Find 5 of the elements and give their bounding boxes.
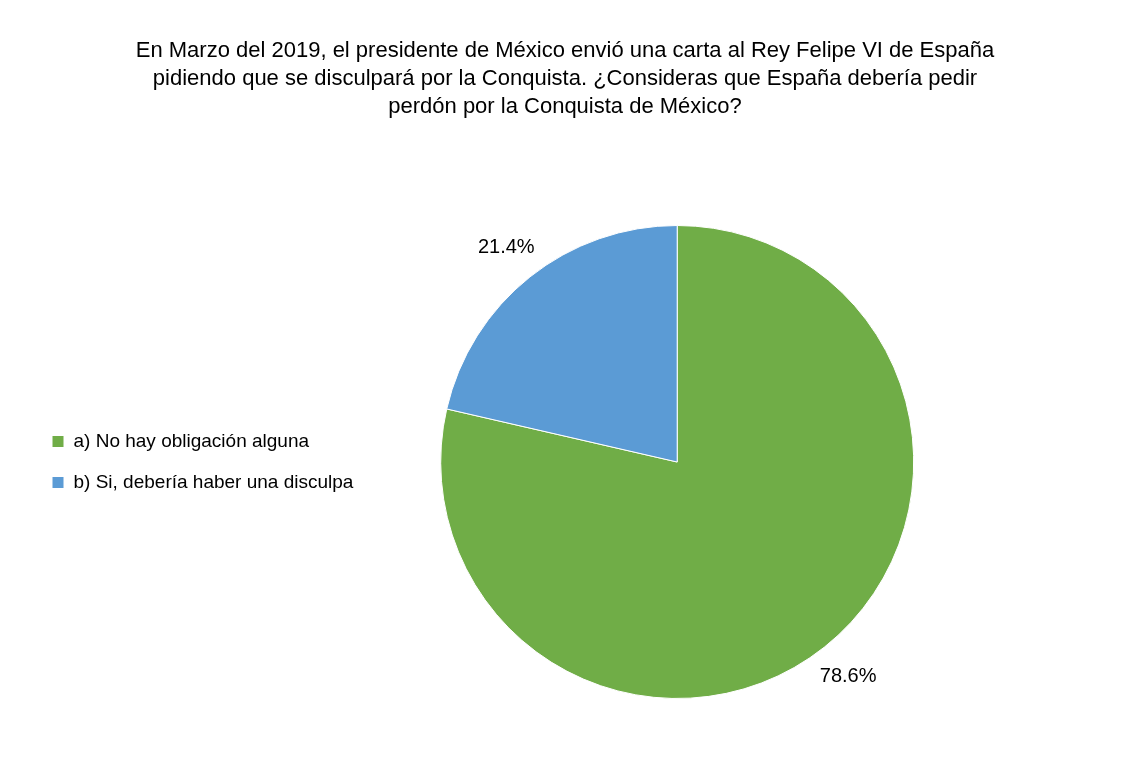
legend-label: a) No hay obligación alguna bbox=[73, 429, 310, 451]
data-label: 78.6% bbox=[819, 664, 877, 687]
data-label: 21.4% bbox=[477, 234, 535, 257]
chart-title: En Marzo del 2019, el presidente de México envió una carta al Rey Felipe VI de España pidiendo que se disculpará por la Conquista. ¿Consideras que España debería pedir perdón por la Conquista de México? bbox=[135, 36, 995, 120]
legend-label: b) Si, debería haber una disculpa bbox=[73, 470, 354, 492]
